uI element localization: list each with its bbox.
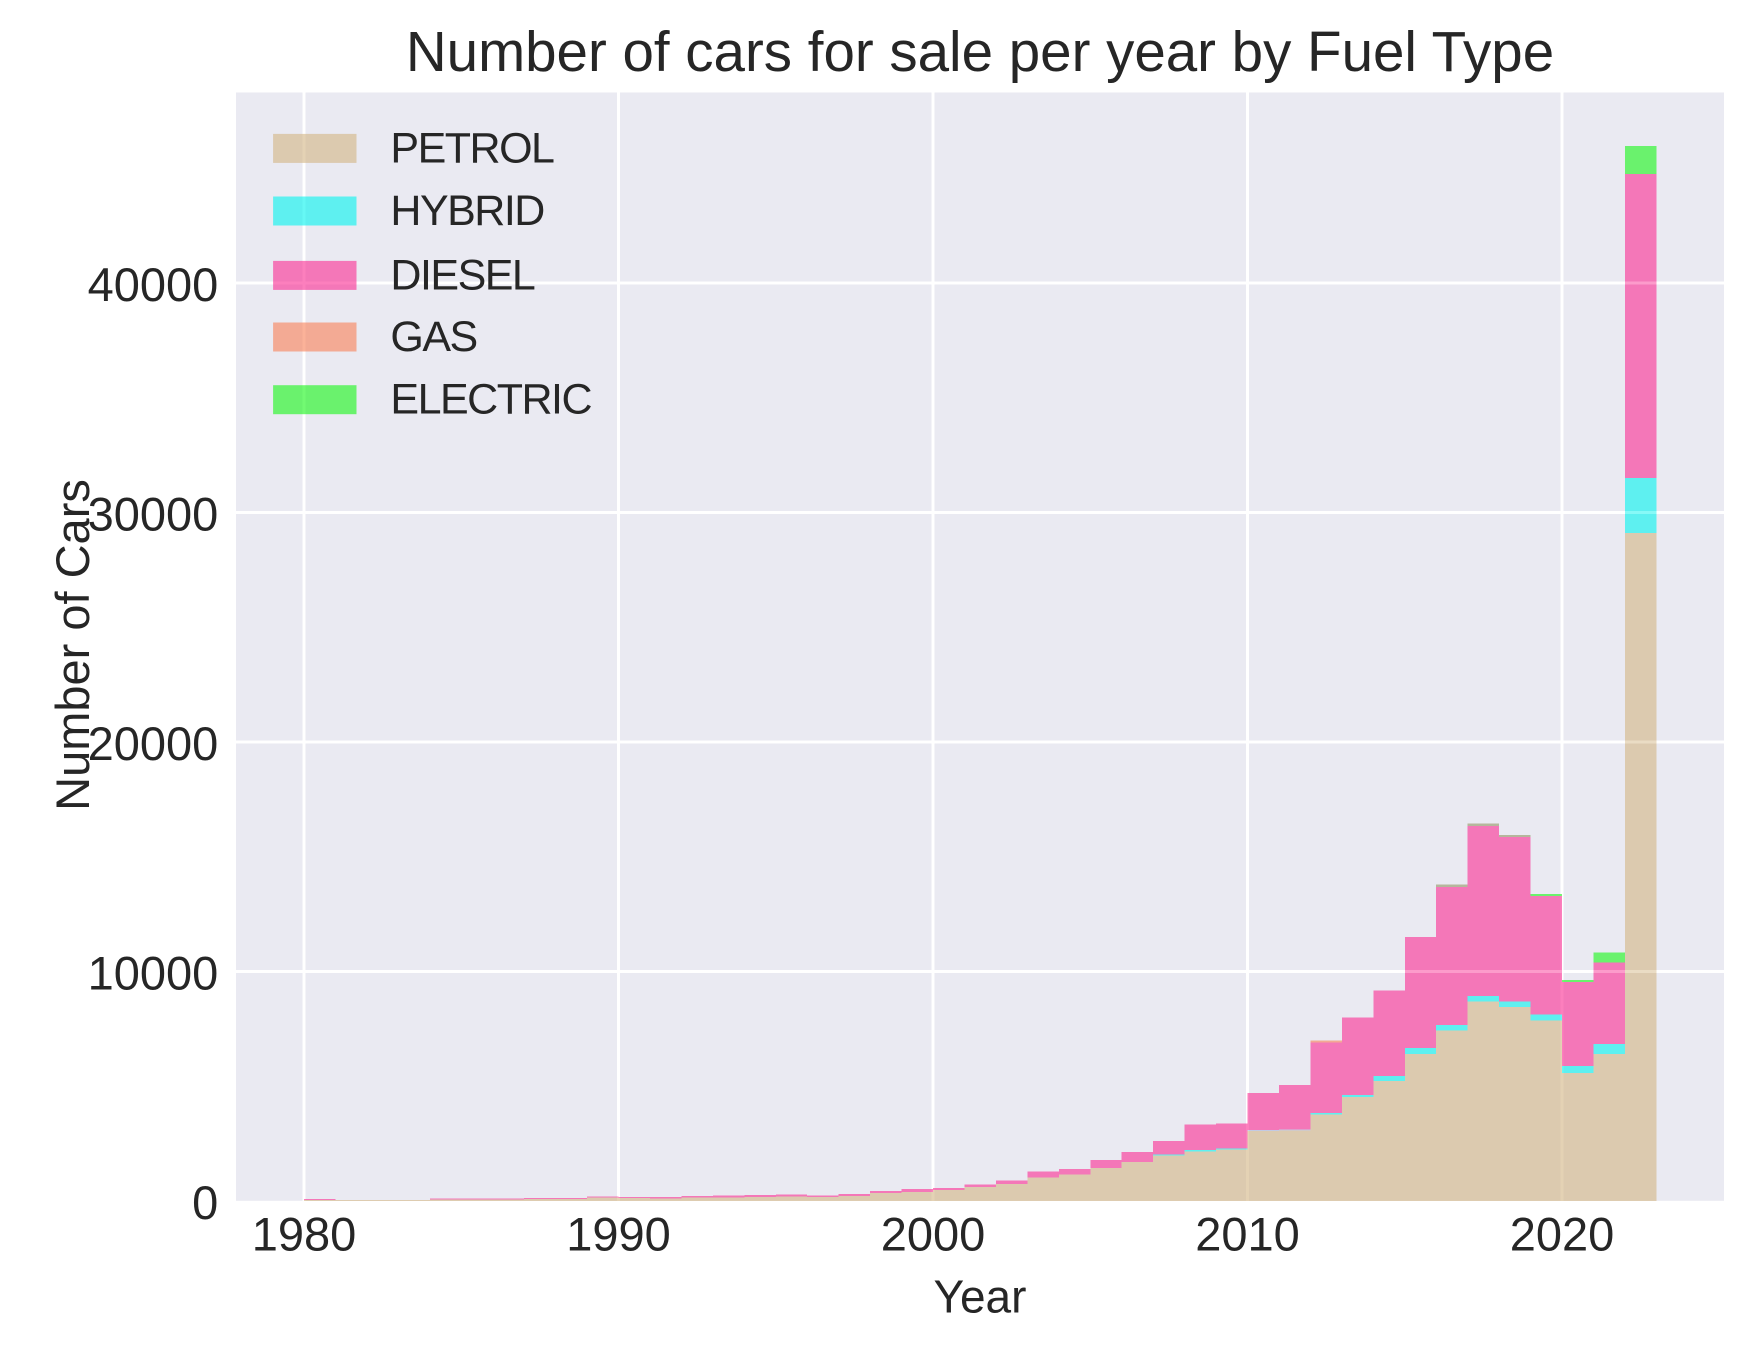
- svg-text:30000: 30000: [88, 487, 219, 540]
- svg-text:GAS: GAS: [390, 313, 476, 361]
- svg-text:0: 0: [192, 1176, 218, 1229]
- svg-text:Number of cars for sale per ye: Number of cars for sale per year by Fuel…: [406, 20, 1554, 83]
- svg-text:2000: 2000: [881, 1207, 986, 1260]
- svg-text:Number of Cars: Number of Cars: [46, 479, 99, 811]
- svg-text:10000: 10000: [88, 946, 219, 999]
- svg-text:2010: 2010: [1195, 1207, 1300, 1260]
- svg-text:ELECTRIC: ELECTRIC: [390, 376, 591, 424]
- svg-text:40000: 40000: [88, 258, 219, 311]
- svg-text:DIESEL: DIESEL: [390, 251, 535, 299]
- svg-text:1990: 1990: [566, 1207, 671, 1260]
- svg-text:2020: 2020: [1510, 1207, 1615, 1260]
- svg-text:1980: 1980: [252, 1207, 357, 1260]
- svg-text:Year: Year: [934, 1271, 1027, 1323]
- svg-text:PETROL: PETROL: [390, 124, 554, 172]
- svg-text:20000: 20000: [88, 717, 219, 770]
- svg-text:HYBRID: HYBRID: [390, 187, 543, 235]
